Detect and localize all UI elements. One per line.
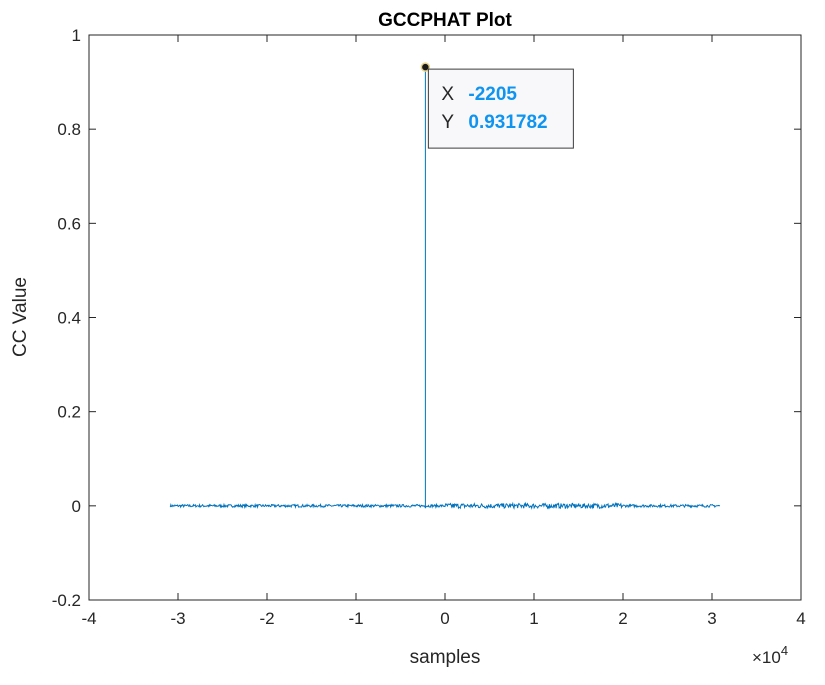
y-tick-label: 0.6 <box>57 214 81 233</box>
datatip-x-key: X <box>441 84 454 105</box>
datatip-y-value: 0.931782 <box>468 112 547 133</box>
chart-title: GCCPHAT Plot <box>378 10 512 31</box>
datatip-x-value: -2205 <box>468 84 517 105</box>
x-exponent-base: ×10 <box>752 648 781 667</box>
x-tick-label: -4 <box>81 609 96 628</box>
y-tick-label: 0.4 <box>57 309 81 328</box>
y-tick-label: 0.8 <box>57 120 81 139</box>
datatip-y-key: Y <box>441 112 454 133</box>
x-exponent-label: ×104 <box>752 643 788 667</box>
x-tick-label: 4 <box>796 609 805 628</box>
y-tick-label: 0.2 <box>57 403 81 422</box>
datatip-box <box>427 68 574 149</box>
y-axis-label: CC Value <box>10 277 31 357</box>
x-tick-label: -3 <box>170 609 185 628</box>
x-tick-label: 3 <box>707 609 716 628</box>
datatip-marker[interactable] <box>420 62 431 72</box>
series-line <box>169 67 721 510</box>
ticks-group <box>88 34 802 601</box>
datatip[interactable]: X -2205 Y 0.931782 <box>427 68 574 149</box>
x-axis-label: samples <box>410 647 481 668</box>
x-tick-label: -2 <box>259 609 274 628</box>
y-tick-label: 1 <box>72 26 81 45</box>
x-tick-label: 1 <box>529 609 538 628</box>
y-tick-label: 0 <box>72 497 81 516</box>
x-tick-label: -1 <box>348 609 363 628</box>
tick-labels-group: -4 -3 -2 -1 0 1 2 3 4 -0.2 0 0.2 0.4 0.6 0.8 1 <box>52 26 806 628</box>
x-tick-label: 0 <box>440 609 449 628</box>
x-tick-label: 2 <box>618 609 627 628</box>
y-tick-label: -0.2 <box>52 591 81 610</box>
series-layer <box>169 67 721 510</box>
x-exponent-power: 4 <box>781 643 788 658</box>
